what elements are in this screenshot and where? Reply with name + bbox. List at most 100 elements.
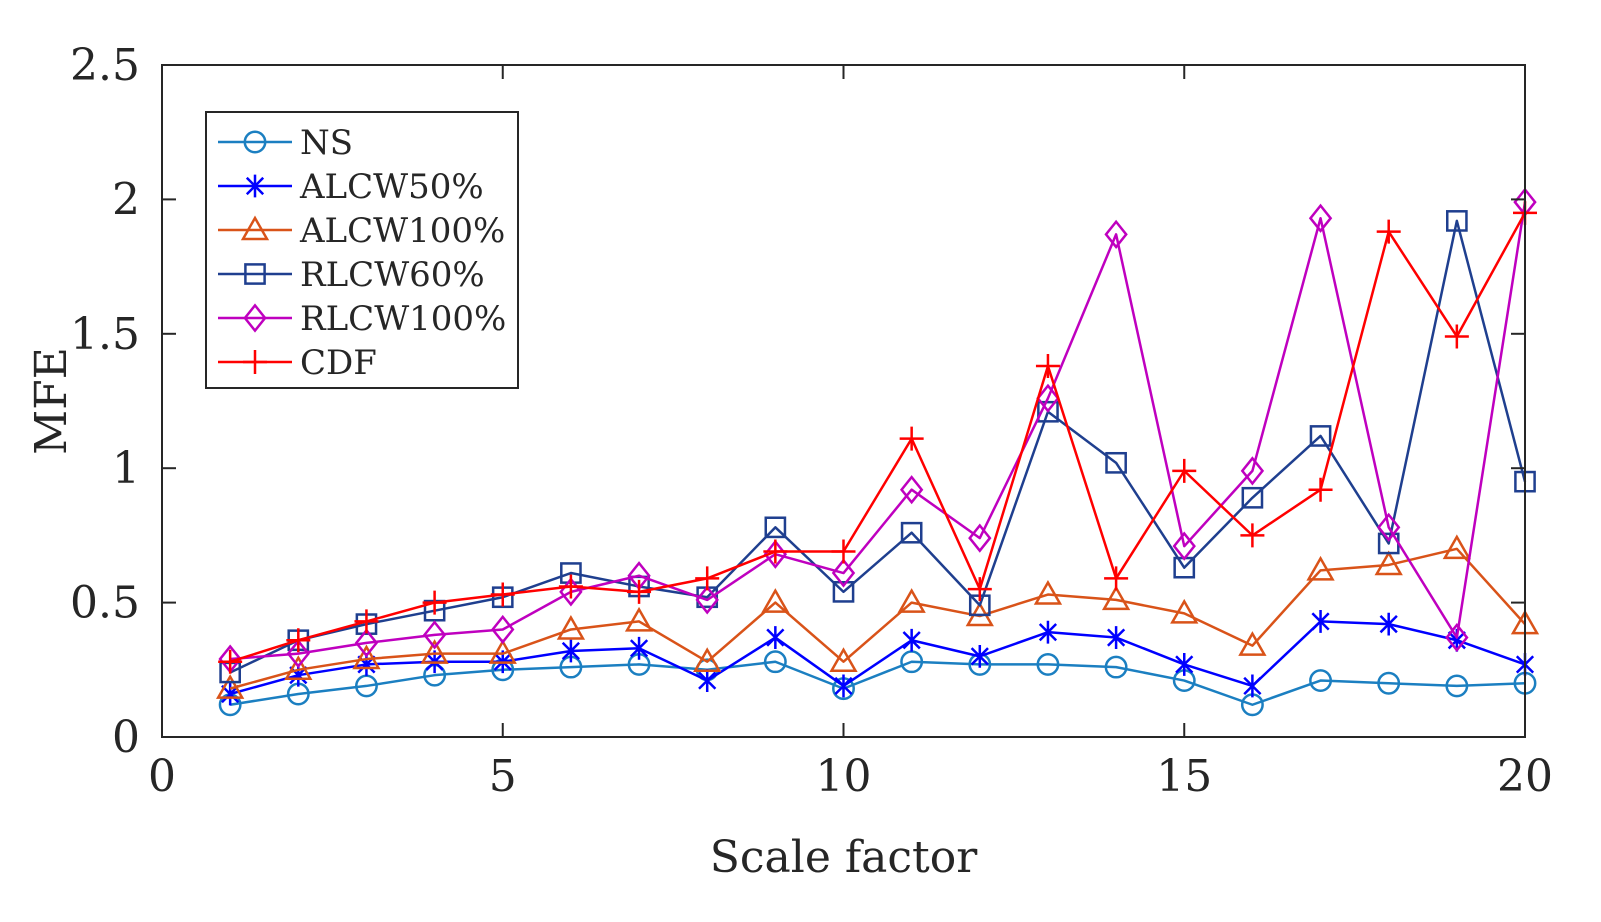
data-point-rlcw100pct [763, 539, 788, 569]
data-point-rlcw100pct [1104, 219, 1128, 249]
data-point-alcw50pct [834, 674, 853, 698]
data-point-cdf [354, 609, 379, 634]
data-point-alcw100pct [1170, 598, 1199, 624]
data-point-alcw100pct [488, 639, 517, 664]
data-point-cdf [1376, 219, 1401, 244]
data-point-rlcw100pct [422, 620, 447, 650]
data-point-alcw100pct [1306, 555, 1335, 581]
data-point-rlcw60pct [1309, 425, 1332, 447]
legend-label: ALCW50% [299, 167, 484, 207]
data-point-alcw50pct [698, 669, 717, 692]
data-point-rlcw100pct [1445, 622, 1469, 653]
data-point-alcw100pct [897, 588, 926, 613]
data-point-rlcw100pct [1377, 512, 1401, 542]
data-point-cdf [422, 590, 447, 615]
data-point-ns [1377, 671, 1401, 695]
legend-item-cdf: CDF [218, 343, 377, 383]
data-point-cdf [967, 577, 992, 602]
data-point-alcw50pct [1379, 612, 1398, 636]
data-point-alcw50pct [561, 639, 580, 663]
ticks-layer: 0 5 10 15 20 0 0.5 1 1.5 2 2.5 [70, 40, 1553, 802]
y-tick-label: 0.5 [70, 578, 140, 629]
data-point-cdf [1308, 477, 1333, 502]
data-point-alcw100pct [1374, 550, 1403, 576]
y-tick-label: 2 [112, 174, 140, 225]
data-point-rlcw100pct [968, 523, 992, 553]
data-point-rlcw100pct [286, 639, 310, 669]
legend-marker-plus [243, 350, 267, 374]
data-point-cdf [763, 539, 788, 564]
data-point-cdf [286, 628, 311, 653]
data-point-ns [1036, 652, 1060, 676]
legend-label: ALCW100% [299, 211, 505, 251]
data-point-alcw50pct [902, 628, 921, 652]
data-point-rlcw100pct [1036, 383, 1060, 413]
x-tick-label: 5 [489, 751, 517, 802]
data-point-cdf [1104, 566, 1129, 591]
data-point-cdf [899, 426, 924, 451]
legend-item-alcw50pct: ALCW50% [218, 167, 484, 207]
data-point-alcw100pct [215, 674, 245, 699]
data-point-alcw50pct [1243, 674, 1262, 698]
data-point-alcw50pct [970, 644, 989, 668]
data-point-rlcw60pct [1446, 210, 1468, 232]
data-point-cdf [1444, 324, 1469, 349]
legend-marker-diamond [243, 303, 267, 333]
data-point-rlcw100pct [491, 614, 515, 645]
data-point-alcw100pct [761, 588, 790, 613]
data-point-rlcw100pct [695, 585, 719, 615]
data-point-alcw100pct [829, 647, 858, 672]
legend-label: RLCW100% [300, 299, 506, 339]
legend-item-rlcw100pct: RLCW100% [218, 299, 506, 339]
legend-marker-circle [243, 130, 267, 154]
y-axis-title: MFE [26, 347, 77, 455]
data-point-ns [1309, 669, 1333, 693]
data-point-alcw50pct [1311, 610, 1330, 633]
data-point-alcw100pct [352, 644, 381, 670]
y-tick-label: 1 [112, 443, 140, 494]
data-point-cdf [1172, 458, 1197, 483]
data-point-alcw100pct [1238, 631, 1267, 656]
y-tick-label: 0 [112, 712, 140, 763]
legend-box [205, 111, 519, 389]
data-point-alcw50pct [629, 636, 649, 660]
x-tick-label: 0 [148, 751, 176, 802]
data-point-cdf [627, 579, 652, 604]
data-point-alcw50pct [1038, 620, 1058, 644]
data-point-alcw100pct [624, 606, 654, 632]
data-point-rlcw100pct [1308, 203, 1333, 233]
series-line-rlcw100pct [230, 201, 1527, 661]
legend-item-ns: NS [218, 123, 353, 163]
legend-item-alcw100pct: ALCW100% [218, 211, 505, 251]
data-point-alcw100pct [420, 639, 449, 664]
legend-marker-asterisk [245, 174, 265, 198]
data-point-cdf [1240, 523, 1265, 548]
data-point-cdf [695, 566, 720, 591]
legend-label: RLCW60% [300, 255, 485, 295]
series-line-cdf [229, 212, 1527, 663]
data-point-rlcw60pct [764, 516, 787, 539]
data-point-alcw50pct [766, 626, 785, 649]
y-tick-label: 2.5 [70, 40, 140, 91]
x-tick-label: 20 [1497, 751, 1553, 802]
data-point-rlcw100pct [1240, 456, 1265, 486]
data-point-cdf [490, 582, 515, 607]
data-point-ns [1445, 674, 1469, 698]
data-point-cdf [218, 649, 243, 674]
data-point-rlcw60pct [832, 580, 855, 603]
data-point-rlcw100pct [1172, 531, 1196, 561]
data-point-rlcw60pct [900, 521, 923, 544]
series-layer [215, 187, 1540, 717]
y-tick-label: 1.5 [70, 309, 140, 360]
data-point-ns [1104, 655, 1128, 679]
data-point-rlcw60pct [1241, 486, 1264, 509]
data-point-rlcw100pct [899, 475, 924, 505]
data-point-alcw100pct [1101, 585, 1131, 611]
data-point-rlcw100pct [354, 628, 379, 658]
series-cdf [218, 200, 1537, 674]
data-point-alcw100pct [1442, 534, 1472, 560]
x-tick-label: 10 [816, 751, 872, 802]
data-point-alcw100pct [556, 614, 586, 640]
